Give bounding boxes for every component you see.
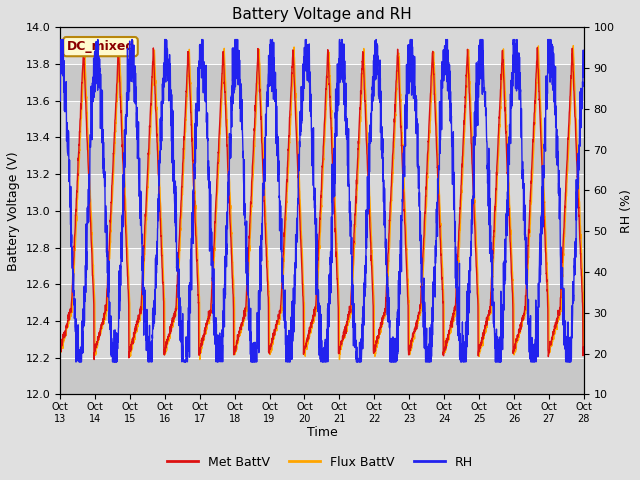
Bar — [60, 174, 584, 211]
Y-axis label: RH (%): RH (%) — [620, 189, 633, 233]
Bar — [60, 321, 584, 358]
Flux BattV — [116, 56, 124, 62]
Met BattV — [580, 351, 588, 357]
Met BattV — [56, 349, 64, 355]
Title: Battery Voltage and RH: Battery Voltage and RH — [232, 7, 412, 22]
RH — [116, 262, 124, 268]
Met BattV — [280, 241, 287, 247]
Flux BattV — [570, 56, 578, 61]
Met BattV — [90, 357, 98, 362]
Met BattV — [570, 87, 578, 93]
Flux BattV — [570, 43, 577, 48]
Bar — [60, 27, 584, 64]
Flux BattV — [580, 351, 588, 357]
Legend: Met BattV, Flux BattV, RH: Met BattV, Flux BattV, RH — [162, 451, 478, 474]
Met BattV — [147, 96, 155, 101]
Met BattV — [116, 86, 124, 92]
Line: Met BattV: Met BattV — [60, 48, 584, 360]
RH — [72, 359, 79, 365]
Flux BattV — [280, 264, 287, 270]
RH — [570, 293, 578, 299]
Met BattV — [257, 116, 265, 121]
RH — [280, 305, 288, 311]
Line: Flux BattV: Flux BattV — [60, 46, 584, 360]
Line: RH: RH — [60, 39, 584, 362]
X-axis label: Time: Time — [307, 426, 337, 440]
RH — [56, 57, 64, 62]
Flux BattV — [147, 122, 155, 128]
Flux BattV — [56, 352, 64, 358]
Met BattV — [534, 45, 541, 50]
Flux BattV — [257, 97, 265, 103]
Flux BattV — [196, 357, 204, 362]
RH — [513, 63, 521, 69]
Met BattV — [513, 332, 521, 338]
RH — [580, 62, 588, 68]
Text: DC_mixed: DC_mixed — [67, 40, 134, 53]
Y-axis label: Battery Voltage (V): Battery Voltage (V) — [7, 151, 20, 271]
RH — [58, 36, 65, 42]
Bar — [60, 101, 584, 137]
Flux BattV — [513, 339, 521, 345]
Bar — [60, 248, 584, 284]
RH — [147, 354, 155, 360]
RH — [257, 241, 265, 247]
